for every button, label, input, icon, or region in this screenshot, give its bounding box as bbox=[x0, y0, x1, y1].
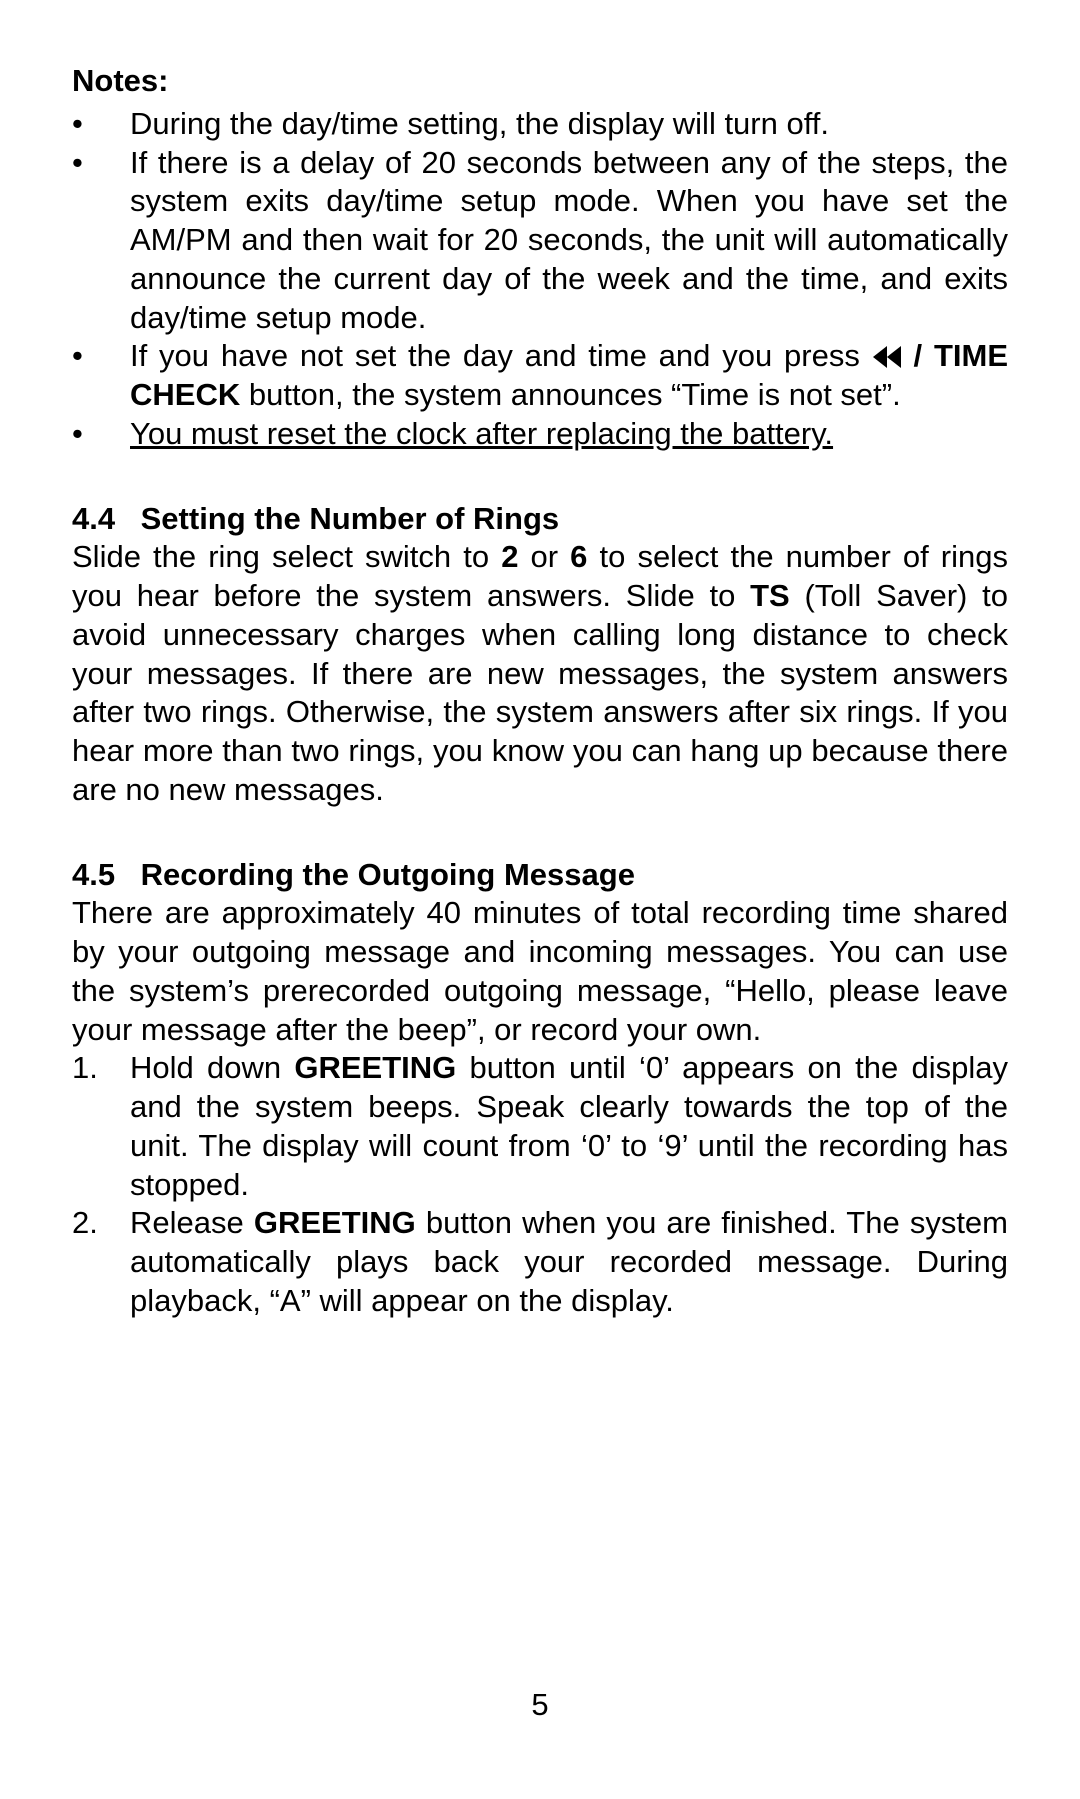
notes-item-underlined: You must reset the clock after replacing… bbox=[130, 416, 833, 451]
notes-list: During the day/time setting, the display… bbox=[72, 105, 1008, 454]
text-run: Slide the ring select switch to bbox=[72, 539, 501, 574]
notes-item: During the day/time setting, the display… bbox=[72, 105, 1008, 144]
text-run: or bbox=[518, 539, 570, 574]
section-heading-4-4: 4.4 Setting the Number of Rings bbox=[72, 500, 1008, 539]
section-heading-4-5: 4.5 Recording the Outgoing Message bbox=[72, 856, 1008, 895]
text-bold: 6 bbox=[570, 539, 587, 574]
text-run: Release bbox=[130, 1205, 254, 1240]
notes-item-text: During the day/time setting, the display… bbox=[130, 106, 829, 141]
section-title: Recording the Outgoing Message bbox=[141, 857, 635, 892]
page-number: 5 bbox=[0, 1687, 1080, 1723]
text-run: Hold down bbox=[130, 1050, 294, 1085]
notes-item: If there is a delay of 20 seconds betwee… bbox=[72, 144, 1008, 338]
rewind-icon bbox=[872, 346, 902, 368]
step-item: Release GREETING button when you are fin… bbox=[72, 1204, 1008, 1320]
section-4-4-para: Slide the ring select switch to 2 or 6 t… bbox=[72, 538, 1008, 809]
steps-list: Hold down GREETING button until ‘0’ appe… bbox=[72, 1049, 1008, 1320]
notes-item: If you have not set the day and time and… bbox=[72, 337, 1008, 415]
step-item: Hold down GREETING button until ‘0’ appe… bbox=[72, 1049, 1008, 1204]
text-bold: GREETING bbox=[294, 1050, 456, 1085]
text-bold: 2 bbox=[501, 539, 518, 574]
text-bold: TS bbox=[750, 578, 790, 613]
section-4-5-intro: There are approximately 40 minutes of to… bbox=[72, 894, 1008, 1049]
spacer bbox=[72, 810, 1008, 856]
section-number: 4.5 bbox=[72, 856, 132, 895]
notes-item-suffix: button, the system announces “Time is no… bbox=[240, 377, 901, 412]
text-bold: GREETING bbox=[254, 1205, 416, 1240]
notes-item-text: If there is a delay of 20 seconds betwee… bbox=[130, 145, 1008, 335]
notes-heading: Notes: bbox=[72, 62, 1008, 101]
section-number: 4.4 bbox=[72, 500, 132, 539]
section-title: Setting the Number of Rings bbox=[141, 501, 560, 536]
notes-item: You must reset the clock after replacing… bbox=[72, 415, 1008, 454]
spacer bbox=[72, 454, 1008, 500]
manual-page: Notes: During the day/time setting, the … bbox=[0, 0, 1080, 1799]
notes-item-prefix: If you have not set the day and time and… bbox=[130, 338, 872, 373]
